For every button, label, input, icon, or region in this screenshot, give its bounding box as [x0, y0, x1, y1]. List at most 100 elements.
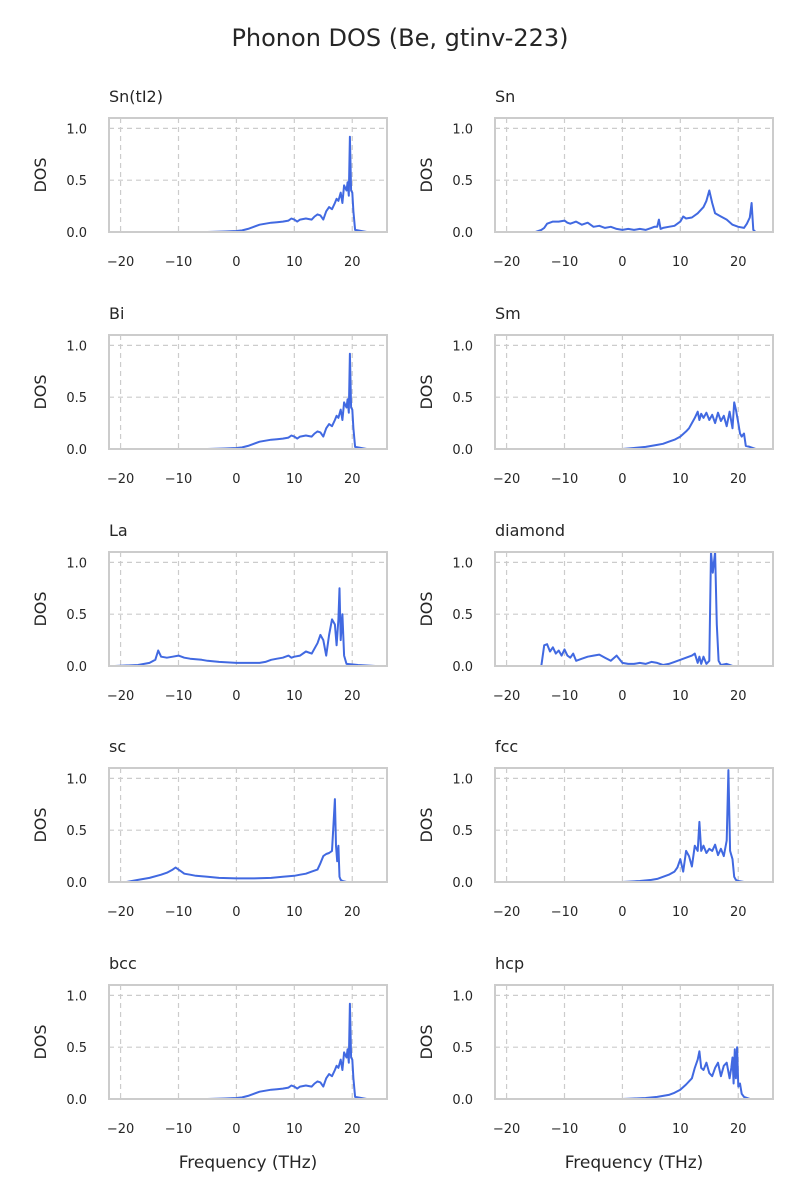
x-tick-label: −20 [107, 1122, 134, 1137]
x-tick-label: −10 [551, 1122, 578, 1137]
y-tick-label: 0.5 [452, 608, 473, 623]
x-tick-label: 10 [286, 255, 303, 270]
dos-line [114, 587, 376, 666]
subplot-title: sc [109, 737, 126, 756]
x-tick-label: 20 [730, 472, 747, 487]
y-tick-label: 0.5 [66, 391, 87, 406]
x-tick-label: 0 [618, 905, 626, 920]
y-tick-label: 1.0 [452, 339, 473, 354]
subplot-10: hcp −20 −10 0 10 20 0.0 0.5 1.0 DOS Frequency (THz… [417, 954, 774, 1173]
y-tick-label: 1.0 [66, 556, 87, 571]
subplot-3: Bi −20 −10 0 10 20 0.0 0.5 1.0 DOS [31, 304, 388, 487]
axes-frame [108, 334, 388, 450]
x-tick-label: 10 [286, 1122, 303, 1137]
axes-frame [494, 984, 774, 1100]
subplot-9: bcc −20 −10 0 10 20 0.0 0.5 1.0 DOS Frequency (THz… [31, 954, 388, 1173]
x-tick-label: 20 [344, 689, 361, 704]
y-tick-label: 0.0 [452, 660, 473, 675]
x-tick-label: 20 [344, 472, 361, 487]
y-axis-label: DOS [31, 591, 50, 626]
y-tick-label: 0.5 [452, 824, 473, 839]
y-tick-label: 0.5 [452, 391, 473, 406]
subplot-title: hcp [495, 954, 524, 973]
x-tick-label: −10 [165, 1122, 192, 1137]
y-axis-label: DOS [31, 1024, 50, 1059]
y-tick-label: 0.0 [66, 876, 87, 891]
x-tick-label: 10 [672, 472, 689, 487]
y-axis-label: DOS [417, 1024, 436, 1059]
x-tick-label: −10 [551, 255, 578, 270]
dos-line [622, 769, 756, 882]
x-tick-label: 20 [730, 255, 747, 270]
subplot-grid: Sn(tI2) −20 −10 0 10 20 0.0 0.5 1.0 DOS Sn −20 −10 0 1… [31, 87, 774, 1173]
subplot-4: Sm −20 −10 0 10 20 0.0 0.5 1.0 DOS [417, 304, 774, 487]
axes-frame [494, 334, 774, 450]
x-tick-label: −10 [165, 689, 192, 704]
y-tick-label: 1.0 [452, 556, 473, 571]
x-tick-label: −20 [107, 905, 134, 920]
dos-line [518, 189, 773, 232]
x-tick-label: −10 [551, 472, 578, 487]
x-tick-label: −10 [165, 255, 192, 270]
x-tick-label: −10 [165, 905, 192, 920]
axes-frame [108, 767, 388, 883]
subplot-6: diamond −20 −10 0 10 20 0.0 0.5 1.0 DOS [417, 521, 774, 704]
y-tick-label: 1.0 [66, 339, 87, 354]
x-axis-label: Frequency (THz) [179, 1153, 318, 1173]
x-tick-label: 10 [672, 689, 689, 704]
x-tick-label: 10 [672, 905, 689, 920]
subplot-7: sc −20 −10 0 10 20 0.0 0.5 1.0 DOS [31, 737, 388, 920]
y-tick-label: 0.0 [452, 443, 473, 458]
y-tick-label: 0.5 [452, 174, 473, 189]
dos-line [524, 552, 733, 666]
subplot-title: fcc [495, 737, 518, 756]
x-tick-label: 20 [344, 905, 361, 920]
x-tick-label: −20 [107, 255, 134, 270]
x-tick-label: −10 [165, 472, 192, 487]
y-axis-label: DOS [31, 807, 50, 842]
subplot-8: fcc −20 −10 0 10 20 0.0 0.5 1.0 DOS [417, 737, 774, 920]
subplot-title: Bi [109, 304, 124, 323]
x-axis-label: Frequency (THz) [565, 1153, 704, 1173]
x-tick-label: −10 [551, 905, 578, 920]
axes-frame [494, 117, 774, 233]
x-tick-label: 0 [618, 255, 626, 270]
y-tick-label: 0.0 [452, 1093, 473, 1108]
y-axis-label: DOS [417, 157, 436, 192]
y-tick-label: 0.0 [66, 226, 87, 241]
x-tick-label: −10 [551, 689, 578, 704]
subplot-title: diamond [495, 521, 565, 540]
y-axis-label: DOS [417, 591, 436, 626]
y-tick-label: 0.5 [66, 824, 87, 839]
axes-frame [494, 551, 774, 667]
subplot-title: Sn(tI2) [109, 87, 163, 106]
x-tick-label: 10 [286, 472, 303, 487]
subplot-title: La [109, 521, 128, 540]
y-tick-label: 1.0 [66, 989, 87, 1004]
y-axis-label: DOS [31, 374, 50, 409]
y-axis-label: DOS [417, 807, 436, 842]
dos-line [622, 1046, 751, 1099]
y-tick-label: 0.0 [452, 876, 473, 891]
x-tick-label: 0 [232, 689, 240, 704]
figure-title: Phonon DOS (Be, gtinv-223) [231, 24, 568, 52]
subplot-title: Sn [495, 87, 515, 106]
y-tick-label: 0.0 [66, 1093, 87, 1108]
y-tick-label: 1.0 [452, 989, 473, 1004]
x-tick-label: −20 [107, 689, 134, 704]
x-tick-label: −20 [493, 472, 520, 487]
x-tick-label: 0 [618, 472, 626, 487]
axes-frame [108, 117, 388, 233]
x-tick-label: 0 [232, 472, 240, 487]
x-tick-label: −20 [493, 689, 520, 704]
x-tick-label: 0 [618, 1122, 626, 1137]
x-tick-label: 20 [344, 255, 361, 270]
y-tick-label: 1.0 [452, 122, 473, 137]
x-tick-label: 0 [232, 905, 240, 920]
dos-line [114, 798, 358, 882]
y-axis-label: DOS [417, 374, 436, 409]
x-tick-label: 0 [232, 1122, 240, 1137]
axes-frame [108, 551, 388, 667]
y-tick-label: 1.0 [66, 122, 87, 137]
y-tick-label: 1.0 [452, 772, 473, 787]
